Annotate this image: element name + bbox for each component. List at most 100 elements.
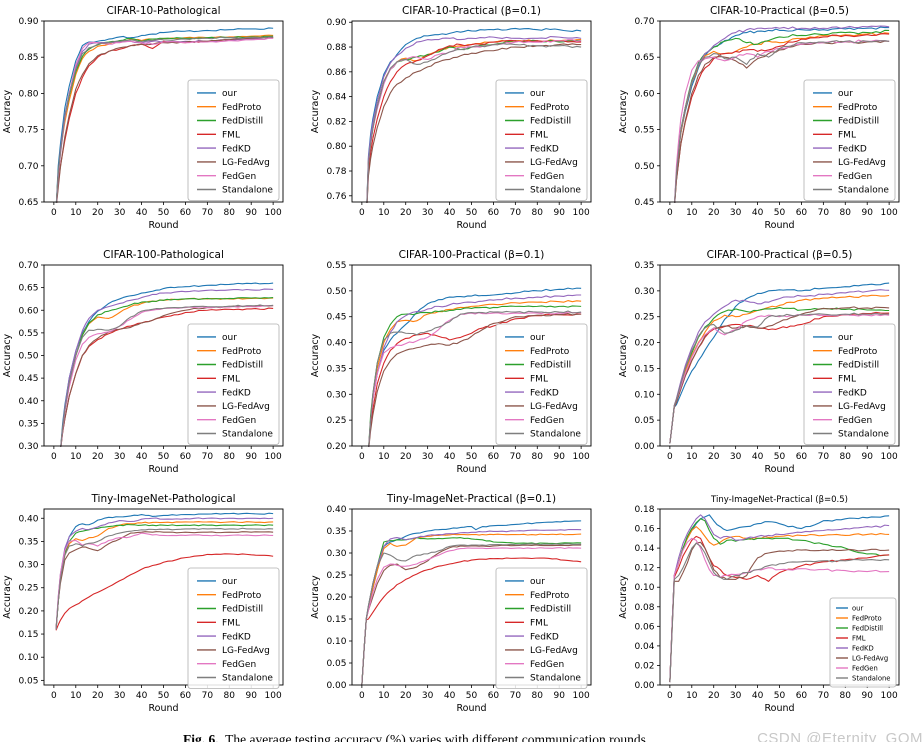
- series-line-FML: [368, 313, 582, 447]
- x-tick-label: 100: [881, 452, 898, 462]
- plot-area: [669, 514, 890, 683]
- x-tick-label: 70: [510, 452, 522, 462]
- y-tick-label: 0.40: [18, 514, 38, 524]
- y-tick-label: 0.70: [18, 261, 38, 271]
- x-tick-label: 60: [796, 691, 808, 701]
- legend-label-FedKD: FedKD: [222, 388, 251, 398]
- y-tick-label: 0.76: [326, 192, 346, 202]
- legend-label-FedProto: FedProto: [852, 614, 882, 622]
- series-line-Standalone: [669, 542, 890, 683]
- series-line-our: [361, 520, 582, 686]
- y-tick-label: 0.08: [634, 603, 654, 613]
- y-tick-label: 0.80: [18, 89, 38, 99]
- x-tick-label: 40: [136, 452, 148, 462]
- legend: our FedProto FedDistill FML FedKD LG-FedAvg Fe…: [495, 323, 588, 445]
- series-line-FedDistill: [361, 537, 582, 686]
- plot-area: [669, 282, 890, 444]
- y-tick-label: 0.06: [634, 622, 654, 632]
- y-tick-label: 0.65: [18, 284, 38, 294]
- chart-title: CIFAR-10-Pathological: [106, 5, 220, 17]
- legend-label-FedGen: FedGen: [222, 660, 256, 670]
- series-line-FedProto: [361, 533, 582, 686]
- y-axis-label: Accuracy: [310, 333, 321, 377]
- legend-label-Standalone: Standalone: [530, 674, 581, 684]
- legend-label-FedKD: FedKD: [852, 644, 874, 652]
- legend-label-LG-FedAvg: LG-FedAvg: [530, 646, 578, 656]
- legend-label-LG-FedAvg: LG-FedAvg: [222, 646, 270, 656]
- y-tick-label: 0.05: [18, 676, 38, 686]
- x-tick-label: 90: [861, 208, 873, 218]
- x-tick-label: 0: [667, 691, 673, 701]
- series-line-Standalone: [669, 312, 890, 444]
- y-tick-label: 0.50: [326, 287, 346, 297]
- x-tick-label: 50: [466, 452, 478, 462]
- legend-label-our: our: [838, 89, 853, 99]
- axes-box: [351, 20, 592, 203]
- x-tick-label: 30: [730, 452, 742, 462]
- y-tick-label: 0.70: [18, 162, 38, 172]
- y-tick-label: 0.20: [326, 593, 346, 603]
- x-tick-label: 70: [510, 691, 522, 701]
- y-tick-label: 0.15: [18, 630, 38, 640]
- legend-label-Standalone: Standalone: [838, 430, 889, 440]
- figure-caption-text: The average testing accuracy (%) varies …: [225, 732, 650, 742]
- x-tick-label: 0: [667, 208, 673, 218]
- y-tick-label: 0.25: [326, 416, 346, 426]
- legend-label-LG-FedAvg: LG-FedAvg: [530, 402, 578, 412]
- series-line-LG-FedAvg: [55, 531, 274, 630]
- series-line-Standalone: [361, 543, 582, 686]
- x-tick-label: 0: [51, 452, 57, 462]
- series-line-FedProto: [55, 521, 274, 630]
- axes-box: [351, 264, 592, 447]
- chart-title: CIFAR-100-Practical (β=0.1): [399, 249, 545, 261]
- legend-label-FedDistill: FedDistill: [222, 605, 263, 615]
- legend-label-FedDistill: FedDistill: [838, 361, 879, 371]
- x-tick-label: 20: [92, 452, 104, 462]
- chart-svg-cifar10-practical-b05: CIFAR-10-Practical (β=0.5) 0 10 20 30 40 50 60 7…: [618, 5, 900, 231]
- legend-label-our: our: [530, 89, 545, 99]
- series-line-LG-FedAvg: [361, 544, 582, 686]
- series-line-Standalone: [55, 527, 274, 630]
- x-tick-label: 20: [708, 208, 720, 218]
- y-tick-label: 0.10: [634, 390, 654, 400]
- legend-box: [803, 323, 896, 445]
- x-tick-label: 0: [667, 452, 673, 462]
- series-line-FedProto: [669, 526, 890, 683]
- y-tick-label: 0.86: [326, 68, 346, 78]
- plot-area: [361, 520, 582, 686]
- x-tick-label: 90: [553, 691, 565, 701]
- legend-label-FML: FML: [530, 619, 548, 629]
- chart-svg-cifar100-pathological: CIFAR-100-Pathological 0 10 20 30 40 50 60 70 80 9…: [2, 249, 284, 475]
- x-tick-label: 100: [265, 691, 282, 701]
- x-tick-label: 40: [136, 208, 148, 218]
- x-tick-label: 60: [180, 691, 192, 701]
- legend-label-FedProto: FedProto: [838, 103, 878, 113]
- plot-area: [60, 282, 274, 447]
- y-axis-label: Accuracy: [310, 575, 321, 619]
- legend: our FedProto FedDistill FML FedKD LG-FedAvg Fe…: [187, 79, 280, 201]
- y-tick-label: 0.14: [634, 544, 654, 554]
- series-line-FedKD: [669, 514, 890, 683]
- x-tick-label: 90: [553, 208, 565, 218]
- legend-label-FedKD: FedKD: [222, 144, 251, 154]
- legend-label-LG-FedAvg: LG-FedAvg: [838, 158, 886, 168]
- y-tick-label: 0.00: [326, 681, 346, 691]
- x-tick-label: 30: [114, 208, 126, 218]
- y-tick-label: 0.90: [326, 18, 346, 28]
- watermark: CSDN @Eternity_GQM: [757, 730, 923, 742]
- x-tick-label: 50: [466, 691, 478, 701]
- y-tick-label: 0.20: [18, 607, 38, 617]
- y-axis-label: Accuracy: [310, 89, 321, 133]
- y-tick-label: 0.35: [326, 527, 346, 537]
- legend-label-FML: FML: [222, 619, 240, 629]
- y-tick-label: 0.90: [18, 17, 38, 27]
- legend-label-FedDistill: FedDistill: [222, 117, 263, 127]
- chart-tiny-imagenet-practical-b05: Tiny-ImageNet-Practical (β=0.5) 0 10 20 30 40…: [616, 488, 924, 727]
- axes-box: [351, 508, 592, 686]
- x-tick-label: 20: [708, 452, 720, 462]
- y-tick-label: 0.50: [18, 352, 38, 362]
- y-tick-label: 0.05: [634, 416, 654, 426]
- chart-title: CIFAR-100-Practical (β=0.5): [707, 249, 853, 261]
- x-axis-label: Round: [148, 220, 178, 231]
